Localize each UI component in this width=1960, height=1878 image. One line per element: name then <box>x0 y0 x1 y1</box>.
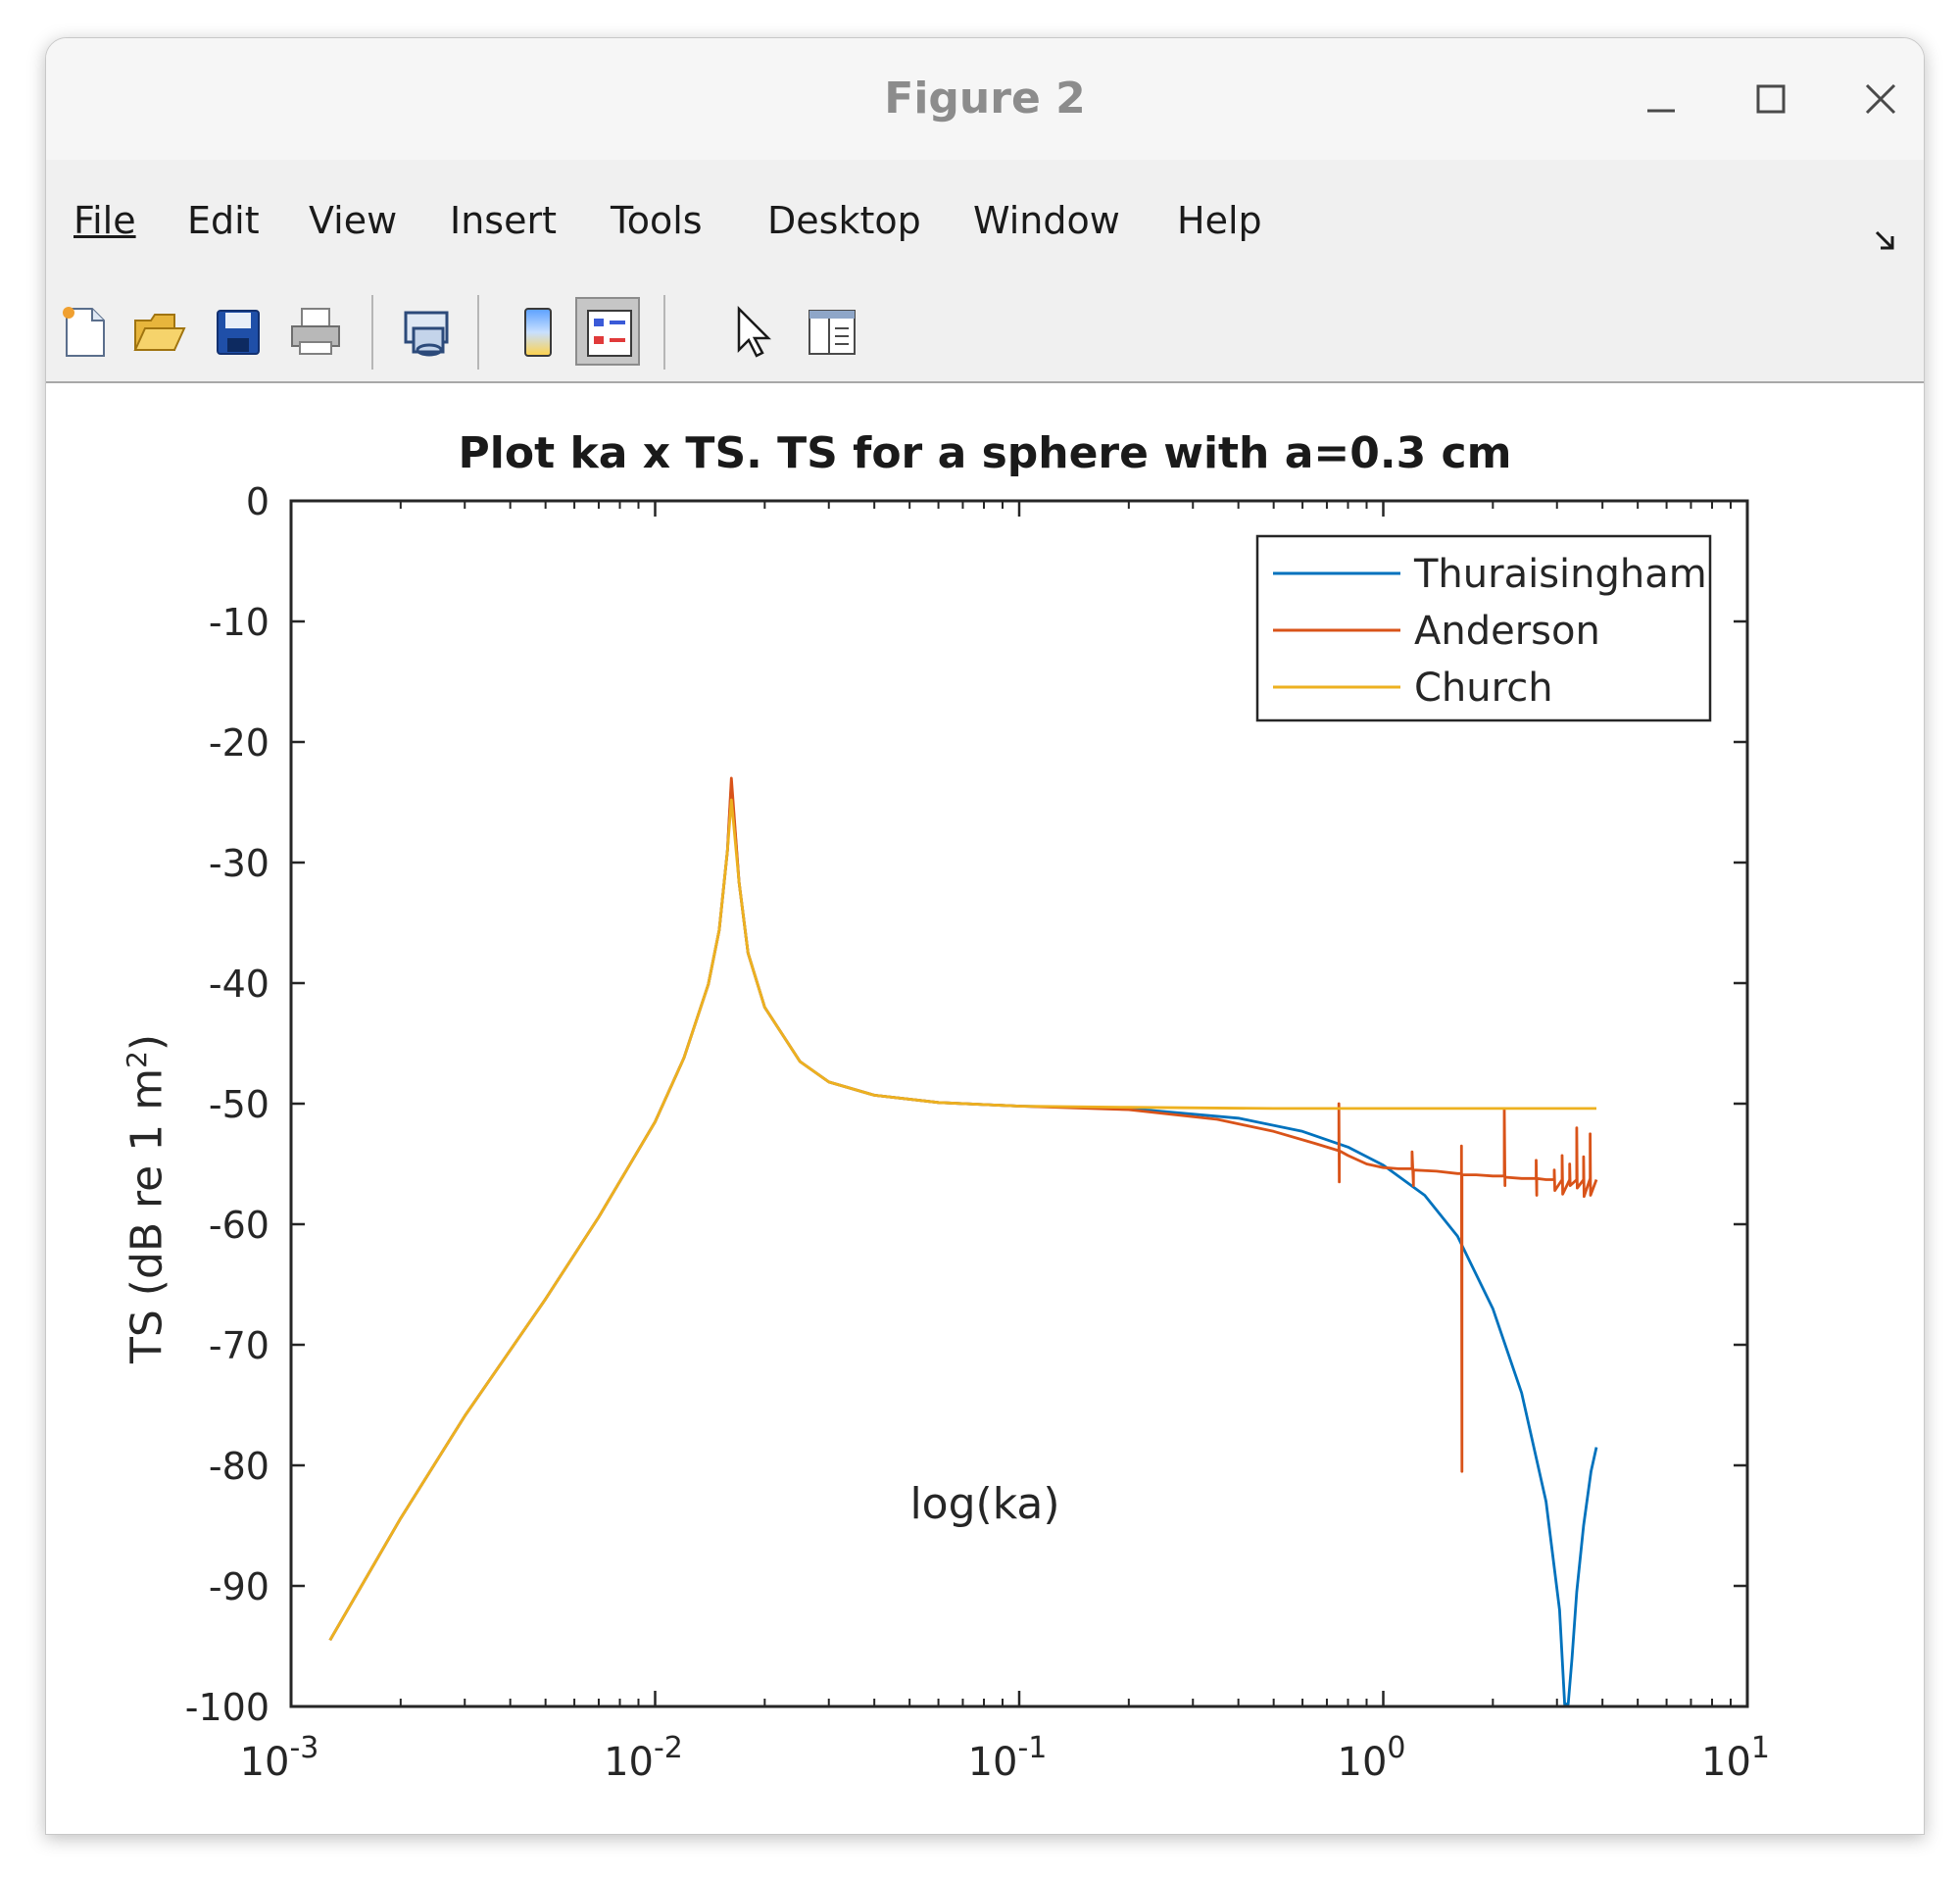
y-tick-label: -90 <box>209 1565 270 1608</box>
property-editor-icon <box>808 310 856 355</box>
print-icon <box>291 308 340 355</box>
menu-tools[interactable]: Tools <box>611 199 703 242</box>
menu-window-label: Window <box>973 199 1120 242</box>
window-title: Figure 2 <box>884 74 1086 124</box>
maximize-button[interactable] <box>1749 77 1792 121</box>
menu-view-label: View <box>309 199 398 242</box>
save-button[interactable] <box>205 297 270 366</box>
legend-label-church: Church <box>1414 666 1553 711</box>
menu-insert-label: Insert <box>450 199 557 242</box>
legend-icon <box>587 310 632 357</box>
title-bar: Figure 2 <box>46 38 1924 161</box>
menu-help[interactable]: Help <box>1177 199 1262 242</box>
menu-insert[interactable]: Insert <box>450 199 557 242</box>
maximize-icon <box>1756 84 1786 114</box>
y-axis-label: TS (dB re 1 m2) <box>121 1034 172 1363</box>
x-axis-label: log(ka) <box>909 1479 1060 1529</box>
menu-view[interactable]: View <box>309 199 397 242</box>
dock-arrow-icon[interactable] <box>1873 228 1898 254</box>
legend-button[interactable] <box>575 297 640 366</box>
legend-label-anderson: Anderson <box>1414 609 1600 654</box>
property-editor-button[interactable] <box>799 297 863 366</box>
menu-file-label: File <box>74 199 136 242</box>
y-tick-label: -70 <box>209 1324 270 1367</box>
open-file-icon <box>133 314 186 351</box>
toolbar <box>46 283 1924 383</box>
toolbar-separator <box>477 295 479 370</box>
y-tick-label: -20 <box>209 721 270 765</box>
figure-canvas: Plot ka x TS. TS for a sphere with a=0.3… <box>46 383 1924 1834</box>
y-tick-label: -10 <box>209 601 270 644</box>
x-tick-label: 10-3 <box>240 1731 319 1785</box>
close-button[interactable] <box>1859 77 1902 121</box>
menu-help-label: Help <box>1177 199 1262 242</box>
legend-box <box>1255 534 1712 722</box>
y-axis-label-close: ) <box>122 1033 172 1052</box>
toolbar-separator <box>371 295 373 370</box>
y-tick-label: -60 <box>209 1204 270 1247</box>
chart-title: Plot ka x TS. TS for a sphere with a=0.3… <box>458 428 1512 478</box>
save-icon <box>217 310 260 355</box>
close-icon <box>1865 83 1896 115</box>
x-tick-label: 100 <box>1338 1731 1406 1785</box>
y-axis-label-text: TS (dB re 1 m <box>122 1067 172 1363</box>
link-plot-icon <box>404 311 449 357</box>
x-tick-label: 10-2 <box>604 1731 683 1785</box>
figure-window: Figure 2 File Edit View Insert Tools Des… <box>45 37 1925 1835</box>
menu-file[interactable]: File <box>74 199 136 242</box>
colorbar-button[interactable] <box>505 297 569 366</box>
x-tick-label: 101 <box>1701 1731 1770 1785</box>
colorbar-icon <box>524 308 552 357</box>
y-tick-label: -100 <box>185 1686 270 1729</box>
menu-bar: File Edit View Insert Tools Desktop Wind… <box>46 160 1924 284</box>
y-tick-label: -30 <box>209 842 270 885</box>
print-button[interactable] <box>283 297 348 366</box>
minimize-icon <box>1647 109 1675 113</box>
link-plot-button[interactable] <box>395 297 460 366</box>
menu-tools-label: Tools <box>611 199 703 242</box>
pointer-icon <box>737 305 772 358</box>
series-line-church <box>328 798 1596 1642</box>
legend-label-thuraisingham: Thuraisingham <box>1413 552 1707 597</box>
y-tick-label: 0 <box>246 480 270 523</box>
y-tick-label: -50 <box>209 1083 270 1126</box>
menu-window[interactable]: Window <box>973 199 1120 242</box>
menu-desktop-label: Desktop <box>767 199 921 242</box>
open-file-button[interactable] <box>126 297 191 366</box>
new-figure-button[interactable] <box>52 297 117 366</box>
toolbar-separator <box>663 295 665 370</box>
menu-edit[interactable]: Edit <box>187 199 260 242</box>
y-tick-label: -40 <box>209 963 270 1006</box>
y-tick-label: -80 <box>209 1445 270 1488</box>
x-tick-label: 10-1 <box>968 1731 1048 1785</box>
menu-desktop[interactable]: Desktop <box>767 199 921 242</box>
new-figure-icon <box>63 307 105 357</box>
pointer-button[interactable] <box>722 297 787 366</box>
y-axis-label-sup: 2 <box>121 1051 153 1068</box>
minimize-button[interactable] <box>1640 77 1683 121</box>
menu-edit-label: Edit <box>187 199 260 242</box>
